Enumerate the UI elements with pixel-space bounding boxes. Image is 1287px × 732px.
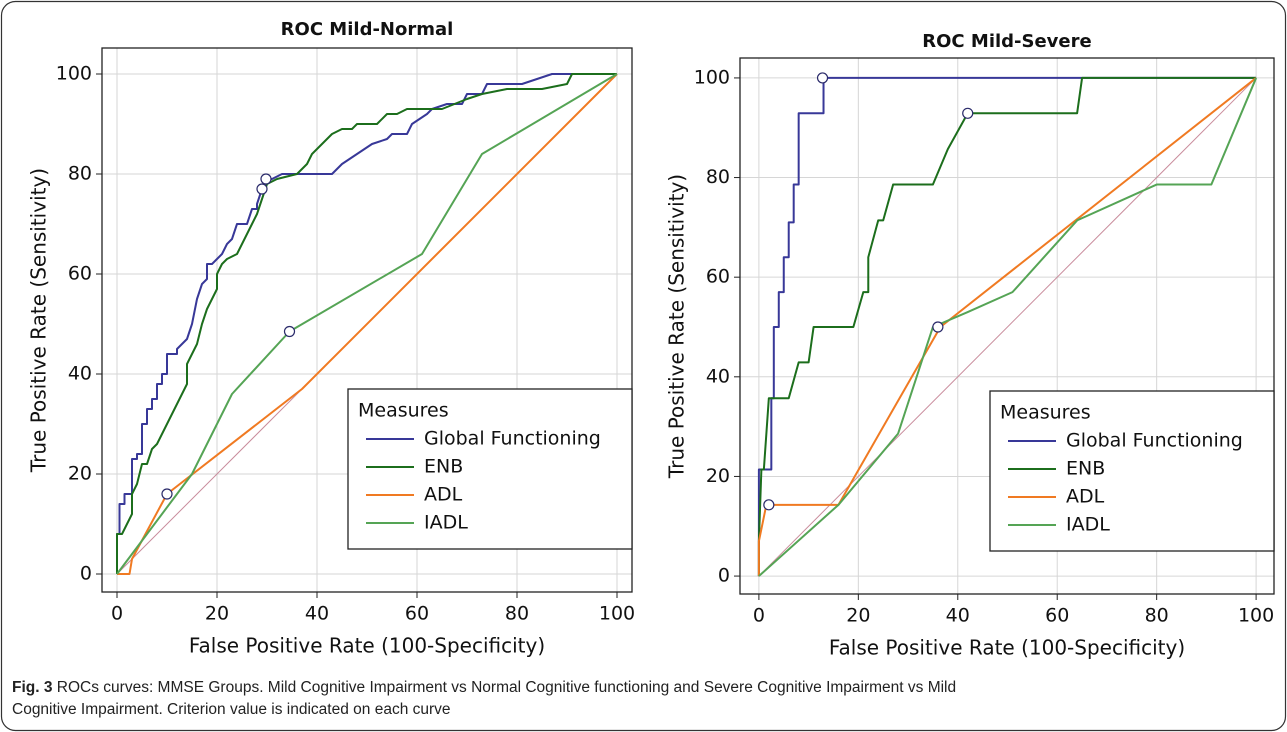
- criterion-marker: [260, 173, 272, 185]
- y-tick-label: 20: [68, 463, 92, 485]
- criterion-marker: [962, 107, 974, 119]
- y-axis-title: True Positive Rate (Sensitivity): [665, 174, 689, 479]
- x-tick-label: 20: [205, 603, 229, 625]
- caption-text: Cognitive Impairment. Criterion value is…: [12, 701, 451, 718]
- caption-label: Fig. 3: [12, 679, 53, 696]
- chart-title: ROC Mild-Severe: [922, 31, 1091, 52]
- criterion-marker: [256, 183, 268, 195]
- y-tick-label: 60: [706, 266, 730, 288]
- chart-title: ROC Mild-Normal: [281, 19, 454, 40]
- criterion-marker: [932, 321, 944, 333]
- y-tick-label: 20: [706, 465, 730, 487]
- x-tick-label: 80: [1145, 605, 1169, 627]
- roc-curve: [117, 73, 618, 575]
- legend-label: IADL: [424, 512, 468, 534]
- reference-line: [758, 77, 1257, 577]
- roc-curve: [116, 73, 617, 574]
- x-axis-title: False Positive Rate (100-Specificity): [829, 636, 1185, 660]
- y-tick-label: 40: [706, 365, 730, 387]
- x-tick-label: 40: [305, 603, 329, 625]
- plot-frame: [101, 47, 633, 593]
- roc-curve: [758, 77, 1258, 577]
- legend-title: Measures: [358, 400, 449, 422]
- legend-label: Global Functioning: [424, 428, 601, 450]
- caption-text: ROCs curves: MMSE Groups. Mild Cognitive…: [57, 679, 956, 696]
- legend-title: Measures: [1000, 402, 1091, 424]
- legend-label: IADL: [1066, 514, 1110, 536]
- roc-curve: [757, 77, 1257, 577]
- x-tick-label: 0: [111, 603, 123, 625]
- x-tick-label: 100: [599, 603, 635, 625]
- criterion-marker: [763, 499, 775, 511]
- x-tick-label: 100: [1238, 605, 1274, 627]
- y-tick-label: 80: [706, 166, 730, 188]
- y-tick-label: 60: [68, 263, 92, 285]
- legend-label: ADL: [424, 484, 463, 506]
- legend-label: Global Functioning: [1066, 430, 1243, 452]
- legend-label: ENB: [424, 456, 463, 478]
- x-tick-label: 20: [846, 605, 870, 627]
- criterion-marker: [816, 72, 829, 84]
- roc-curve: [757, 76, 1257, 577]
- y-tick-label: 0: [718, 565, 730, 587]
- y-tick-label: 40: [68, 363, 92, 385]
- x-axis-title: False Positive Rate (100-Specificity): [189, 634, 545, 658]
- y-tick-label: 0: [80, 563, 92, 585]
- y-axis-title: True Positive Rate (Sensitivity): [27, 168, 51, 473]
- x-tick-label: 40: [946, 605, 970, 627]
- legend-label: ADL: [1066, 486, 1105, 508]
- x-tick-label: 60: [405, 603, 429, 625]
- y-tick-label: 80: [68, 163, 92, 185]
- y-tick-label: 100: [694, 66, 730, 88]
- plot-frame: [739, 57, 1275, 595]
- y-tick-label: 100: [56, 63, 92, 85]
- x-tick-label: 60: [1045, 605, 1069, 627]
- x-tick-label: 0: [753, 605, 765, 627]
- roc-curve: [116, 73, 617, 574]
- criterion-marker: [161, 488, 173, 500]
- criterion-marker: [283, 325, 296, 338]
- x-tick-label: 80: [505, 603, 529, 625]
- legend-label: ENB: [1066, 458, 1105, 480]
- caption-line: Fig. 3 ROCs curves: MMSE Groups. Mild Co…: [12, 679, 956, 696]
